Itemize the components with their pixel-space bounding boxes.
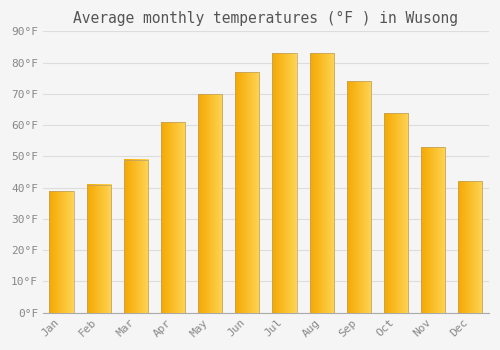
Bar: [347, 82, 371, 313]
Bar: [272, 53, 296, 313]
Bar: [161, 122, 185, 313]
Bar: [50, 191, 74, 313]
Bar: [198, 94, 222, 313]
Bar: [421, 147, 445, 313]
Bar: [236, 72, 260, 313]
Bar: [310, 53, 334, 313]
Bar: [458, 181, 482, 313]
Bar: [384, 113, 408, 313]
Bar: [124, 160, 148, 313]
Title: Average monthly temperatures (°F ) in Wusong: Average monthly temperatures (°F ) in Wu…: [74, 11, 458, 26]
Bar: [86, 184, 111, 313]
